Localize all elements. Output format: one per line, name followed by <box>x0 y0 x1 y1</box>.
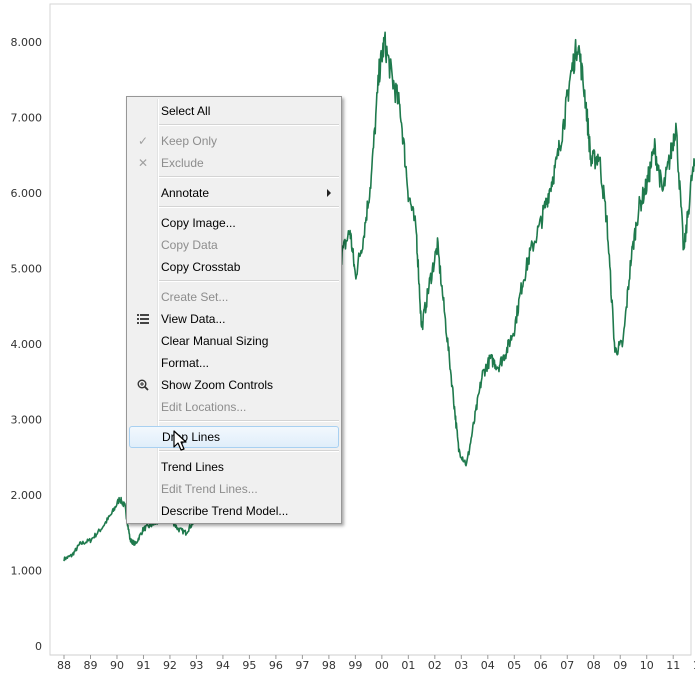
menu-separator <box>159 176 339 178</box>
y-tick-label: 3.000 <box>11 413 43 426</box>
menu-item-keep-only[interactable]: ✓ Keep Only <box>129 130 339 152</box>
menu-item-label: Edit Trend Lines... <box>161 482 258 496</box>
x-tick-label: 92 <box>163 659 177 672</box>
menu-separator <box>159 450 339 452</box>
menu-item-label: View Data... <box>161 312 226 326</box>
table-icon <box>135 311 151 327</box>
x-tick-label: 88 <box>57 659 71 672</box>
x-tick-label: 95 <box>242 659 256 672</box>
x-tick-label: 03 <box>454 659 468 672</box>
x-tick-label: 09 <box>613 659 627 672</box>
menu-separator <box>159 420 339 422</box>
menu-item-create-set[interactable]: Create Set... <box>129 286 339 308</box>
x-tick-label: 93 <box>189 659 203 672</box>
submenu-arrow-icon <box>327 189 331 197</box>
menu-item-copy-crosstab[interactable]: Copy Crosstab <box>129 256 339 278</box>
menu-item-trend-lines[interactable]: Trend Lines <box>129 456 339 478</box>
menu-item-edit-locations[interactable]: Edit Locations... <box>129 396 339 418</box>
x-tick-label: 94 <box>216 659 230 672</box>
x-tick-label: 12 <box>693 659 695 672</box>
x-tick-label: 01 <box>401 659 415 672</box>
menu-item-label: Copy Crosstab <box>161 260 241 274</box>
menu-item-label: Exclude <box>161 156 204 170</box>
x-tick-label: 00 <box>375 659 389 672</box>
checkmark-icon: ✓ <box>137 134 149 148</box>
y-tick-label: 0 <box>35 640 42 653</box>
y-tick-label: 2.000 <box>11 489 43 502</box>
menu-item-label: Copy Image... <box>161 216 236 230</box>
x-icon: ✕ <box>137 156 149 170</box>
x-tick-label: 11 <box>666 659 680 672</box>
menu-separator <box>159 206 339 208</box>
x-tick-label: 97 <box>295 659 309 672</box>
menu-item-copy-image[interactable]: Copy Image... <box>129 212 339 234</box>
y-tick-label: 6.000 <box>11 187 43 200</box>
menu-item-label: Show Zoom Controls <box>161 378 274 392</box>
menu-item-label: Drop Lines <box>162 430 221 444</box>
menu-item-label: Clear Manual Sizing <box>161 334 269 348</box>
menu-item-annotate[interactable]: Annotate <box>129 182 339 204</box>
menu-item-label: Annotate <box>161 186 210 200</box>
menu-item-exclude[interactable]: ✕ Exclude <box>129 152 339 174</box>
menu-item-edit-trend-lines[interactable]: Edit Trend Lines... <box>129 478 339 500</box>
menu-item-label: Edit Locations... <box>161 400 247 414</box>
y-tick-label: 1.000 <box>11 564 43 577</box>
menu-item-show-zoom-controls[interactable]: Show Zoom Controls <box>129 374 339 396</box>
menu-separator <box>159 124 339 126</box>
x-tick-label: 04 <box>481 659 495 672</box>
menu-item-view-data[interactable]: View Data... <box>129 308 339 330</box>
series-line[interactable] <box>63 31 695 562</box>
y-tick-label: 5.000 <box>11 262 43 275</box>
mouse-pointer-icon <box>173 430 187 451</box>
menu-item-clear-manual-sizing[interactable]: Clear Manual Sizing <box>129 330 339 352</box>
x-tick-label: 10 <box>640 659 654 672</box>
y-tick-label: 4.000 <box>11 338 43 351</box>
menu-item-label: Create Set... <box>161 290 229 304</box>
x-tick-label: 08 <box>587 659 601 672</box>
menu-item-format[interactable]: Format... <box>129 352 339 374</box>
x-tick-label: 99 <box>348 659 362 672</box>
x-tick-label: 07 <box>560 659 574 672</box>
x-tick-label: 96 <box>269 659 283 672</box>
x-tick-label: 06 <box>534 659 548 672</box>
menu-item-label: Keep Only <box>161 134 218 148</box>
menu-separator <box>159 280 339 282</box>
x-tick-label: 05 <box>507 659 521 672</box>
x-tick-label: 98 <box>322 659 336 672</box>
zoom-icon <box>135 377 151 393</box>
x-tick-label: 90 <box>110 659 124 672</box>
menu-item-copy-data[interactable]: Copy Data <box>129 234 339 256</box>
menu-item-label: Describe Trend Model... <box>161 504 289 518</box>
menu-item-label: Select All <box>161 104 211 118</box>
menu-item-label: Format... <box>161 356 210 370</box>
x-tick-label: 89 <box>83 659 97 672</box>
x-axis: 88 89 90 91 92 93 94 95 96 97 98 99 00 01 02 03 04 05 06 07… <box>57 655 695 672</box>
context-menu: Select All ✓ Keep Only ✕ Exclude Annotat… <box>126 96 342 524</box>
menu-item-describe-trend-model[interactable]: Describe Trend Model... <box>129 500 339 522</box>
x-tick-label: 91 <box>136 659 150 672</box>
menu-item-drop-lines[interactable]: Drop Lines <box>129 426 339 448</box>
x-tick-label: 02 <box>428 659 442 672</box>
menu-item-label: Trend Lines <box>161 460 224 474</box>
menu-item-label: Copy Data <box>161 238 218 252</box>
y-tick-label: 7.000 <box>11 111 43 124</box>
y-axis: 0 1.000 2.000 3.000 4.000 5.000 6.000 7.000 8.00… <box>11 36 43 653</box>
y-tick-label: 8.000 <box>11 36 43 49</box>
menu-item-select-all[interactable]: Select All <box>129 100 339 122</box>
series-layer <box>63 31 695 562</box>
